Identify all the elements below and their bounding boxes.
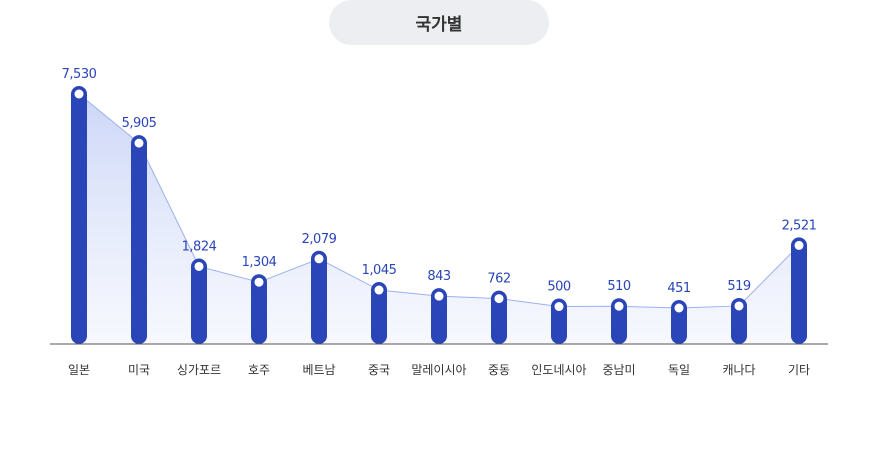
bar-9 [611, 298, 627, 344]
value-label-4: 2,079 [302, 232, 337, 247]
bar-10 [671, 300, 687, 344]
category-label-0: 일본 [68, 363, 90, 377]
value-label-2: 1,824 [182, 239, 217, 254]
bar-marker-4 [314, 254, 324, 264]
bar-2 [191, 258, 207, 344]
bar-marker-0 [74, 89, 84, 99]
bar-8 [551, 298, 567, 344]
bar-marker-2 [194, 261, 204, 271]
bar-marker-7 [494, 294, 504, 304]
bar-marker-8 [554, 302, 564, 312]
bar-0 [71, 86, 87, 344]
bar-5 [371, 282, 387, 344]
value-label-8: 500 [547, 280, 571, 295]
bar-marker-3 [254, 277, 264, 287]
bar-4 [311, 250, 327, 344]
bar-3 [251, 274, 267, 344]
value-label-3: 1,304 [242, 255, 277, 270]
bar-7 [491, 290, 507, 344]
category-label-5: 중국 [368, 363, 390, 377]
category-label-10: 독일 [668, 363, 690, 377]
category-label-12: 기타 [788, 363, 810, 377]
bar-marker-11 [734, 301, 744, 311]
value-label-12: 2,521 [782, 218, 817, 233]
value-label-0: 7,530 [62, 67, 97, 82]
bar-marker-6 [434, 291, 444, 301]
category-label-9: 중남미 [602, 363, 635, 377]
bar-marker-12 [794, 240, 804, 250]
value-label-1: 5,905 [122, 116, 157, 131]
category-label-2: 싱가포르 [177, 363, 221, 377]
bar-marker-1 [134, 138, 144, 148]
bar-marker-9 [614, 301, 624, 311]
category-label-3: 호주 [248, 363, 270, 377]
bar-11 [731, 297, 747, 344]
category-label-7: 중동 [488, 363, 510, 377]
category-label-1: 미국 [128, 363, 150, 377]
bar-12 [791, 237, 807, 344]
value-label-11: 519 [727, 279, 751, 294]
value-label-9: 510 [607, 279, 631, 294]
area-fill [79, 94, 799, 344]
bar-1 [131, 135, 147, 344]
bar-marker-10 [674, 303, 684, 313]
category-label-11: 캐나다 [722, 363, 755, 377]
chart-title: 국가별 [329, 0, 549, 45]
value-label-10: 451 [667, 281, 691, 296]
bar-6 [431, 288, 447, 344]
category-label-4: 베트남 [302, 363, 335, 377]
value-label-5: 1,045 [362, 263, 397, 278]
value-label-7: 762 [487, 272, 510, 287]
value-label-6: 843 [427, 269, 451, 284]
category-label-8: 인도네시아 [531, 363, 586, 377]
bar-marker-5 [374, 285, 384, 295]
category-label-6: 말레이시아 [411, 363, 466, 377]
